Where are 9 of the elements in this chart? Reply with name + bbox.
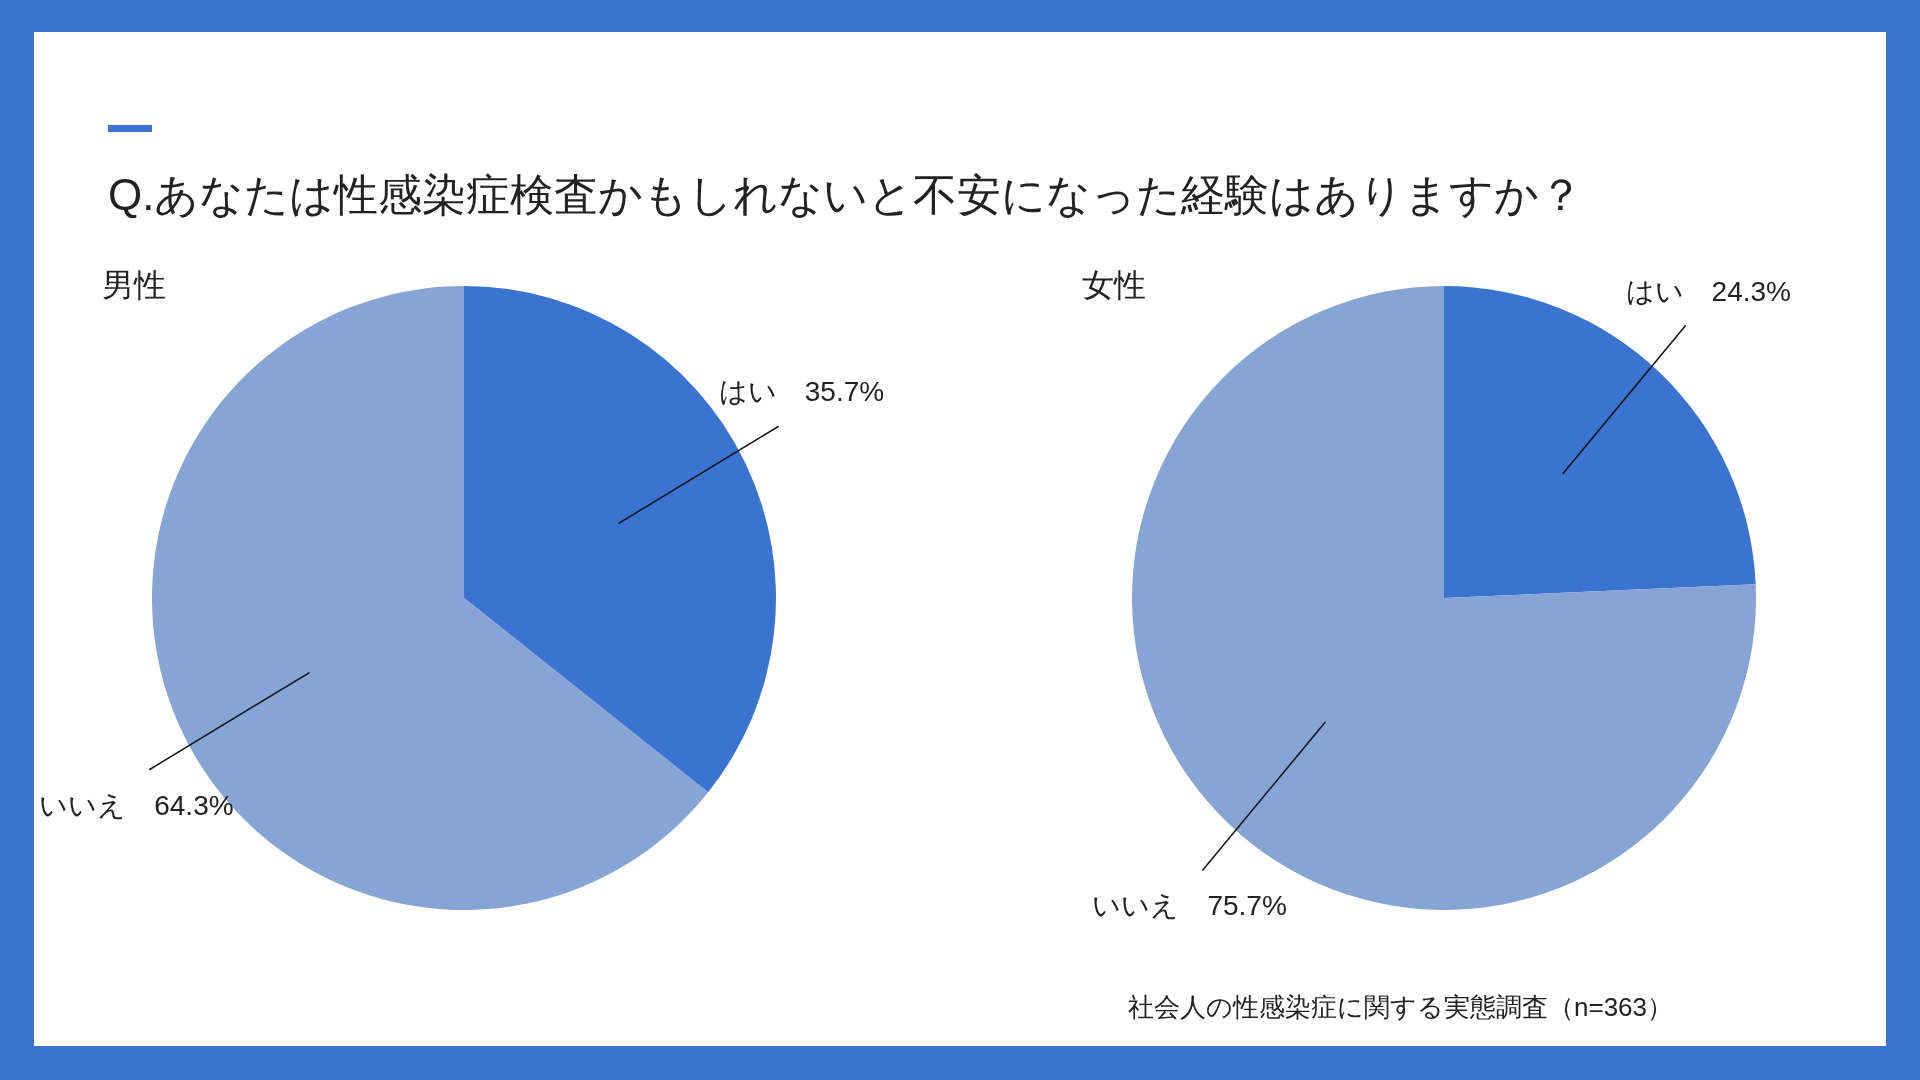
text: 社会人の性感染症に関する実態調査（n=363） bbox=[1128, 992, 1674, 1022]
chart-subtitle: 男性 bbox=[102, 267, 166, 303]
slice-label: いいえ 64.3% bbox=[39, 789, 234, 821]
chart-title: Q.あなたは性感染症検査かもしれないと不安になった経験はありますか？ bbox=[108, 170, 1584, 219]
slice-label: はい 24.3% bbox=[1625, 275, 1791, 307]
slice-label: はい 35.7% bbox=[718, 376, 885, 408]
pie-slice bbox=[464, 286, 776, 793]
slice-label: いいえ 75.7% bbox=[1092, 890, 1287, 922]
chart-subtitle: 女性 bbox=[1082, 267, 1146, 303]
